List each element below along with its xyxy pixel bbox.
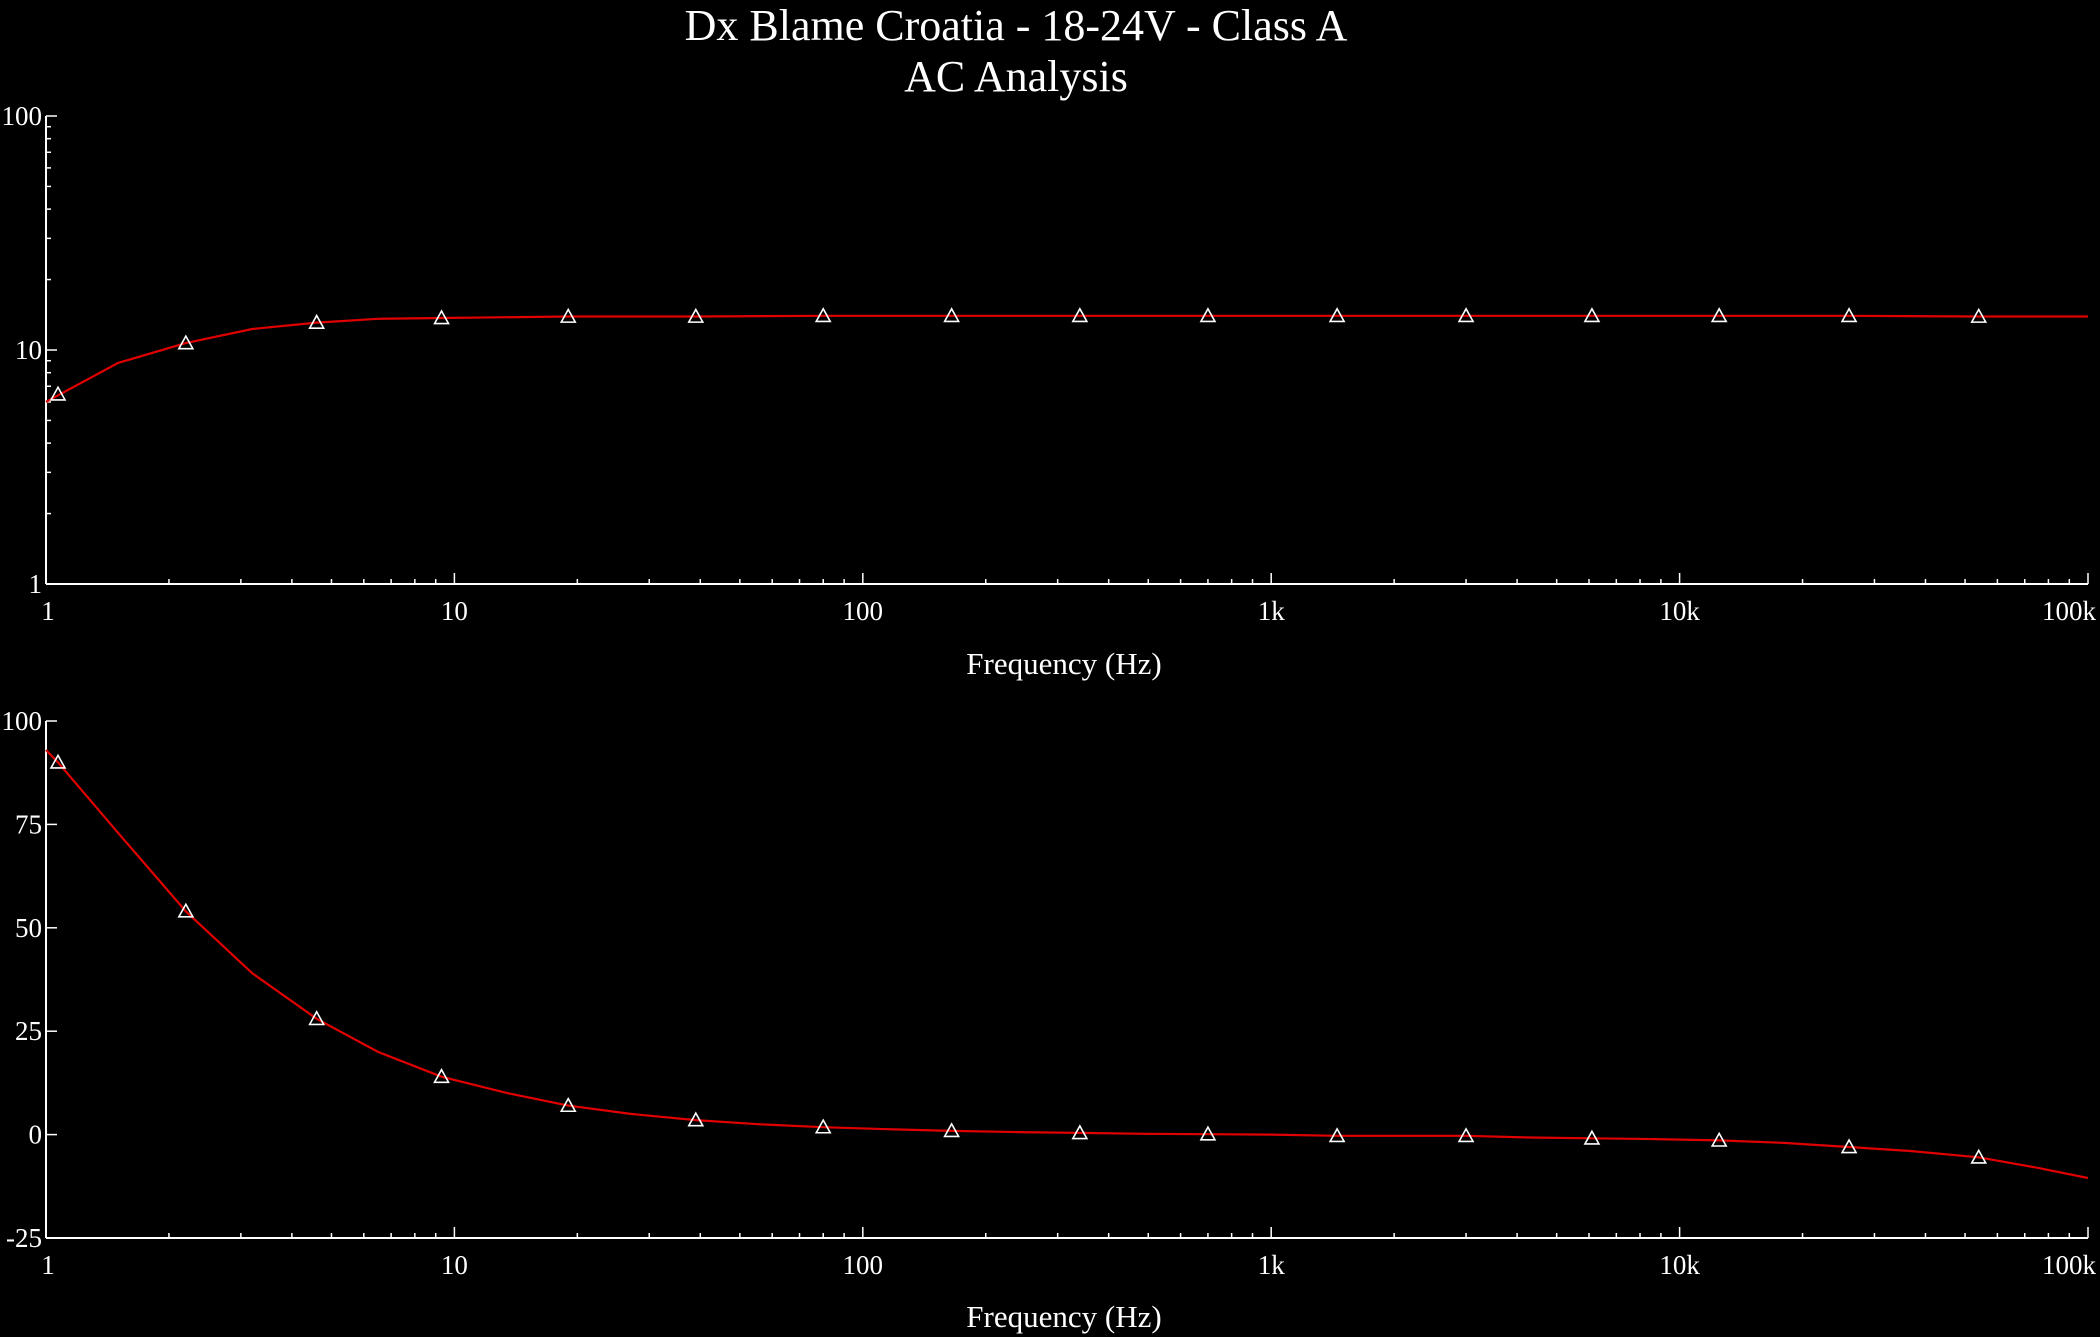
series-line <box>45 749 2089 1180</box>
phase-panel: 1 10 100 1k 10k 100k -25 0 25 50 75 100 Frequency (H… <box>2 706 2097 1334</box>
data-point-marker <box>559 307 577 323</box>
x-tick-label: 10k <box>1659 1250 1700 1280</box>
gain-panel: 1 10 100 1k 10k 100k 1 10 100 Frequency (Hz) <box>2 101 2097 681</box>
data-point-marker <box>1840 307 1858 323</box>
y-tick-label: 50 <box>15 913 42 943</box>
data-point-marker <box>49 753 67 769</box>
data-point-marker <box>559 1097 577 1113</box>
x-axis-label: Frequency (Hz) <box>966 1299 1161 1334</box>
data-point-marker <box>49 385 67 401</box>
data-point-marker <box>1970 307 1988 323</box>
x-tick-label: 1 <box>41 596 55 626</box>
x-tick-label: 1k <box>1258 1250 1286 1280</box>
y-tick-label: 100 <box>2 101 43 131</box>
data-point-marker <box>814 307 832 323</box>
y-tick-label: 100 <box>2 706 43 736</box>
data-point-marker <box>1583 1129 1601 1145</box>
x-tick-label: 1 <box>41 1250 55 1280</box>
data-point-marker <box>1457 1127 1475 1143</box>
x-tick-label: 10 <box>441 1250 468 1280</box>
data-point-marker <box>177 902 195 918</box>
data-point-marker <box>1710 1131 1728 1147</box>
data-point-marker <box>1970 1148 1988 1164</box>
chart-title: Dx Blame Croatia - 18-24V - Class A <box>685 1 1348 50</box>
data-point-marker <box>1071 307 1089 323</box>
series-line <box>45 314 2088 403</box>
y-tick-label: 25 <box>15 1016 42 1046</box>
x-tick-label: 100 <box>843 1250 884 1280</box>
chart-subtitle: AC Analysis <box>904 52 1128 101</box>
y-tick-label: 75 <box>15 809 42 839</box>
data-point-marker <box>687 307 705 323</box>
data-point-marker <box>1710 307 1728 323</box>
data-point-marker <box>177 334 195 350</box>
data-point-marker <box>943 1122 960 1138</box>
data-point-marker <box>687 1111 705 1127</box>
data-point-marker <box>1199 307 1217 323</box>
x-tick-label: 10k <box>1659 596 1700 626</box>
y-tick-label: -25 <box>6 1223 42 1253</box>
data-point-marker <box>1457 307 1475 323</box>
data-point-marker <box>1583 307 1601 323</box>
y-tick-label: 1 <box>29 569 43 599</box>
data-point-marker <box>814 1118 832 1134</box>
data-point-marker <box>433 309 450 325</box>
data-point-marker <box>308 1010 326 1026</box>
data-point-marker <box>1328 307 1346 323</box>
data-point-marker <box>308 313 326 329</box>
x-tick-label: 100k <box>2042 1250 2097 1280</box>
x-tick-label: 100k <box>2042 596 2097 626</box>
x-axis-label: Frequency (Hz) <box>966 646 1161 681</box>
data-point-marker <box>433 1068 450 1084</box>
data-point-marker <box>1328 1127 1346 1143</box>
data-point-marker <box>943 307 960 323</box>
x-tick-label: 100 <box>843 596 884 626</box>
x-tick-label: 1k <box>1258 596 1286 626</box>
data-point-marker <box>1840 1138 1858 1154</box>
data-point-marker <box>1071 1124 1089 1140</box>
x-tick-label: 10 <box>441 596 468 626</box>
y-tick-label: 10 <box>15 335 42 365</box>
data-point-marker <box>1199 1125 1217 1141</box>
y-tick-label: 0 <box>29 1120 43 1150</box>
